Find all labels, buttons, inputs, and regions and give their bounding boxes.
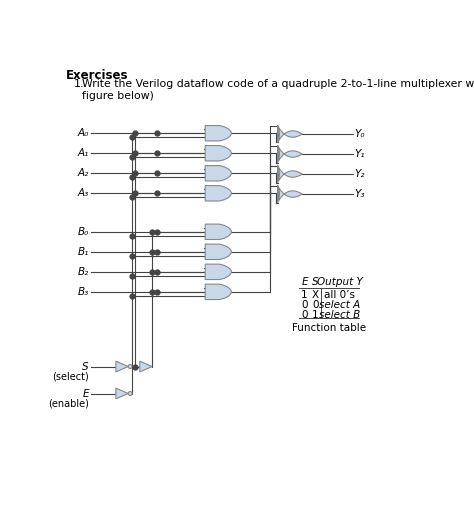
Text: (enable): (enable) xyxy=(48,398,89,409)
PathPatch shape xyxy=(205,165,231,181)
Text: B₂: B₂ xyxy=(78,267,89,277)
PathPatch shape xyxy=(205,146,231,161)
Text: E: E xyxy=(82,388,89,398)
PathPatch shape xyxy=(205,264,231,280)
Text: Y₃: Y₃ xyxy=(355,189,365,199)
Text: B₀: B₀ xyxy=(78,227,89,237)
PathPatch shape xyxy=(205,244,231,259)
Text: Exercises: Exercises xyxy=(66,69,128,82)
Text: B₃: B₃ xyxy=(78,287,89,297)
Text: 1: 1 xyxy=(301,290,308,300)
Text: all 0’s: all 0’s xyxy=(324,290,356,300)
PathPatch shape xyxy=(205,224,231,240)
Text: E: E xyxy=(301,277,308,287)
PathPatch shape xyxy=(205,186,231,201)
PathPatch shape xyxy=(205,284,231,300)
Text: S: S xyxy=(312,277,319,287)
Text: B₁: B₁ xyxy=(78,247,89,257)
Text: 0: 0 xyxy=(301,309,308,319)
PathPatch shape xyxy=(205,125,231,141)
Text: Y₁: Y₁ xyxy=(355,149,365,159)
Circle shape xyxy=(128,365,132,369)
Circle shape xyxy=(128,392,132,395)
Polygon shape xyxy=(140,361,152,372)
PathPatch shape xyxy=(278,146,302,162)
Text: 1.: 1. xyxy=(74,80,85,89)
Text: X: X xyxy=(312,290,319,300)
Text: Write the Verilog dataflow code of a quadruple 2-to-1-line multiplexer with enab: Write the Verilog dataflow code of a qua… xyxy=(82,80,474,101)
Text: A₂: A₂ xyxy=(78,168,89,178)
Polygon shape xyxy=(116,361,128,372)
Text: Y₀: Y₀ xyxy=(355,129,365,139)
Text: 0: 0 xyxy=(301,300,308,309)
Text: 1: 1 xyxy=(312,309,319,319)
Text: Function table: Function table xyxy=(292,322,366,333)
Text: A₀: A₀ xyxy=(78,128,89,138)
PathPatch shape xyxy=(278,165,302,183)
Text: S: S xyxy=(82,361,89,372)
Text: Output Y: Output Y xyxy=(317,277,363,287)
PathPatch shape xyxy=(278,186,302,202)
Polygon shape xyxy=(116,388,128,399)
Text: (select): (select) xyxy=(52,372,89,382)
Text: Y₂: Y₂ xyxy=(355,169,365,179)
Text: A₁: A₁ xyxy=(78,148,89,158)
PathPatch shape xyxy=(278,125,302,142)
Text: 0: 0 xyxy=(312,300,319,309)
Text: select B: select B xyxy=(319,309,361,319)
Text: A₃: A₃ xyxy=(78,188,89,198)
Text: select A: select A xyxy=(319,300,361,309)
